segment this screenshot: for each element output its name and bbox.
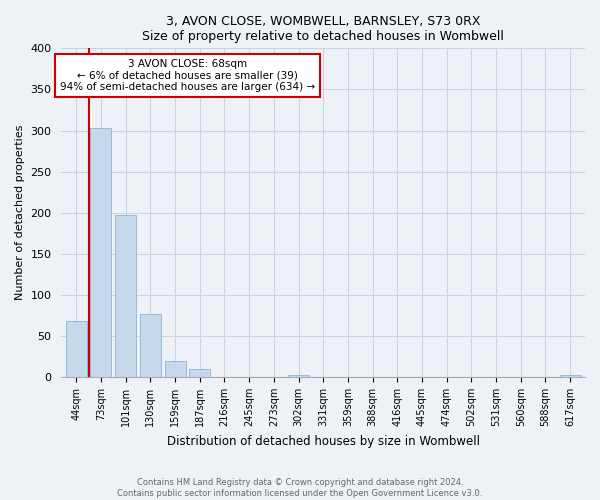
Title: 3, AVON CLOSE, WOMBWELL, BARNSLEY, S73 0RX
Size of property relative to detached: 3, AVON CLOSE, WOMBWELL, BARNSLEY, S73 0… xyxy=(142,15,504,43)
Bar xyxy=(91,128,112,377)
Y-axis label: Number of detached properties: Number of detached properties xyxy=(15,125,25,300)
Text: 3 AVON CLOSE: 68sqm
← 6% of detached houses are smaller (39)
94% of semi-detache: 3 AVON CLOSE: 68sqm ← 6% of detached hou… xyxy=(60,59,315,92)
Bar xyxy=(189,369,210,377)
Bar xyxy=(115,215,136,377)
Bar xyxy=(288,374,309,377)
Text: Contains HM Land Registry data © Crown copyright and database right 2024.
Contai: Contains HM Land Registry data © Crown c… xyxy=(118,478,482,498)
X-axis label: Distribution of detached houses by size in Wombwell: Distribution of detached houses by size … xyxy=(167,434,480,448)
Bar xyxy=(164,360,185,377)
Bar xyxy=(66,321,87,377)
Bar xyxy=(140,314,161,377)
Bar xyxy=(560,374,581,377)
